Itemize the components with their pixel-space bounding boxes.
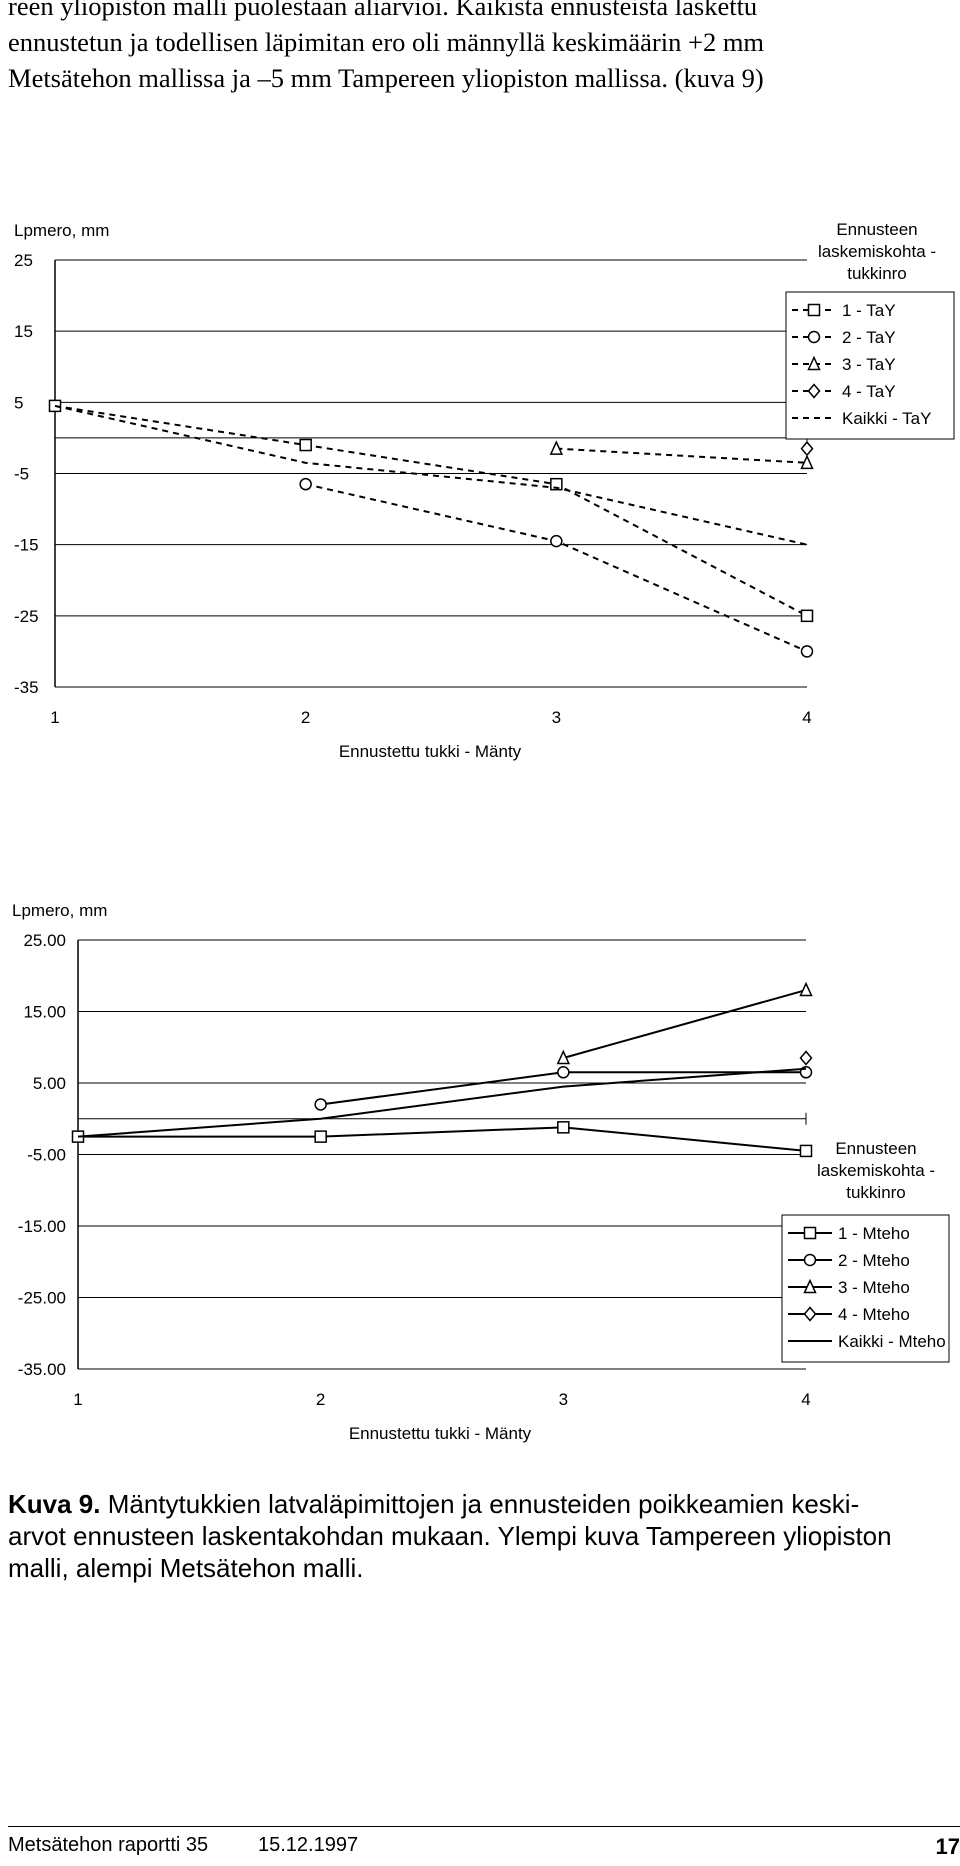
chart-tay-legend-label: 3 - TaY — [842, 355, 896, 374]
chart-tay-legend-marker — [807, 383, 821, 399]
chart-mteho-legend-marker — [803, 1306, 817, 1322]
chart-tay-point-circle — [800, 645, 814, 658]
page-number: 17 — [935, 1834, 960, 1859]
caption-label: Kuva 9. — [8, 1489, 101, 1519]
chart-mteho-ytick-label: 5.00 — [33, 1074, 66, 1093]
body-text: reen yliopiston malli puolestaan aliarvi… — [8, 0, 960, 96]
chart-mteho-legend-marker — [803, 1278, 817, 1294]
chart-tay-legend-title: tukkinro — [847, 264, 907, 283]
chart-tay-legend-label: Kaikki - TaY — [842, 409, 931, 428]
chart-mteho-point-triangle — [556, 1049, 571, 1065]
chart-mteho-point-square — [314, 1130, 327, 1143]
chart-mteho-xlabel: Ennustettu tukki - Mänty — [349, 1424, 532, 1443]
chart-tay-point-triangle — [800, 454, 814, 470]
chart-mteho-legend-label: 4 - Mteho — [838, 1305, 910, 1324]
chart-mteho-series-line-5 — [77, 1067, 807, 1138]
chart-mteho-ytick-label: 15.00 — [23, 1003, 66, 1022]
chart-mteho-ylabel: Lpmero, mm — [12, 901, 107, 920]
chart-tay-point-diamond — [800, 440, 814, 457]
chart-tay-xtick-label: 1 — [50, 708, 59, 727]
chart-tay-point-square — [550, 477, 563, 491]
chart-tay-series-line-5 — [54, 404, 808, 546]
chart-tay-xtick-label: 3 — [552, 708, 561, 727]
chart-tay-xlabel: Ennustettu tukki - Mänty — [339, 742, 522, 761]
chart-tay-series-line-2 — [305, 483, 808, 653]
chart-tay-ytick-label: 15 — [14, 322, 33, 341]
chart-tay-ylabel: Lpmero, mm — [14, 221, 109, 240]
chart-tay-legend-marker — [807, 330, 821, 344]
chart-mteho-ytick-label: -35.00 — [18, 1360, 66, 1379]
chart-tay-xtick-label: 4 — [802, 708, 811, 727]
chart-tay-ytick-label: 25 — [14, 251, 33, 270]
body-line-1: reen yliopiston malli puolestaan aliarvi… — [8, 0, 758, 21]
chart-mteho-point-diamond — [799, 1050, 813, 1066]
chart-mteho-legend-label: 2 - Mteho — [838, 1251, 910, 1270]
chart-mteho-legend-marker — [803, 1253, 817, 1267]
chart-tay-ytick-label: -5 — [14, 465, 29, 484]
chart-tay-series-line-1 — [54, 404, 808, 617]
chart-tay-legend-title: Ennusteen — [836, 220, 917, 239]
chart-tay-ytick-label: -35 — [14, 678, 39, 697]
footer-rule — [8, 1826, 960, 1827]
chart-mteho-legend-marker — [803, 1226, 817, 1240]
chart-mteho: Lpmero, mm 25.00 15.00 5.00 -5.00 -15.00 -25.0… — [12, 901, 950, 1443]
chart-mteho-ytick-label: -15.00 — [18, 1217, 66, 1236]
chart-mteho-legend-label: Kaikki - Mteho — [838, 1332, 946, 1351]
chart-mteho-legend-label: 1 - Mteho — [838, 1224, 910, 1243]
chart-mteho-point-square — [557, 1121, 570, 1134]
footer-report: Metsätehon raportti 35 — [8, 1834, 209, 1856]
chart-mteho-xtick-label: 1 — [73, 1390, 82, 1409]
body-line-3: Metsätehon mallissa ja –5 mm Tampereen y… — [8, 63, 764, 93]
chart-tay-legend-title: laskemiskohta - — [818, 242, 936, 261]
chart-tay-legend-label: 1 - TaY — [842, 301, 896, 320]
chart-tay-point-circle — [550, 534, 563, 548]
chart-tay-point-square — [299, 438, 312, 452]
chart-tay-ytick-label: 5 — [14, 393, 23, 412]
chart-mteho-series-line-1 — [78, 1126, 807, 1152]
chart-mteho-legend-title: Ennusteen — [835, 1139, 916, 1158]
chart-tay-point-square — [800, 609, 814, 623]
chart-mteho-legend-title: laskemiskohta - — [817, 1161, 935, 1180]
chart-mteho-ytick-label: -5.00 — [27, 1146, 66, 1165]
chart-tay-legend-marker — [807, 355, 821, 371]
chart-tay-point-circle — [299, 477, 312, 491]
chart-tay-series-line-3 — [556, 447, 808, 464]
chart-mteho-series-line-3 — [563, 989, 807, 1059]
chart-tay-point-triangle — [549, 440, 564, 455]
chart-mteho-legend-label: 3 - Mteho — [838, 1278, 910, 1297]
caption-line-2: arvot ennusteen laskentakohdan mukaan. Y… — [8, 1521, 892, 1551]
caption-line-1: Mäntytukkien latvaläpimittojen ja ennust… — [100, 1489, 860, 1519]
chart-mteho-xtick-label: 2 — [316, 1390, 325, 1409]
chart-tay-ytick-label: -15 — [14, 536, 39, 555]
chart-tay-legend-marker — [807, 303, 821, 317]
body-line-2: ennustetun ja todellisen läpimitan ero o… — [8, 27, 765, 57]
chart-mteho-point-circle — [314, 1098, 327, 1111]
chart-mteho-legend-title: tukkinro — [846, 1183, 906, 1202]
footer: Metsätehon raportti 35 15.12.1997 17 — [8, 1834, 960, 1864]
chart-tay: Lpmero, mm 25 15 5 -5 -15 -25 -35 1 2 3 4 Ennustettu… — [14, 220, 955, 761]
caption-line-3: malli, alempi Metsätehon malli. — [8, 1553, 364, 1583]
chart-mteho-point-square — [799, 1144, 813, 1158]
chart-mteho-xtick-label: 3 — [559, 1390, 568, 1409]
chart-tay-legend-label: 2 - TaY — [842, 328, 896, 347]
figure-caption: Kuva 9. Mäntytukkien latvaläpimittojen j… — [8, 1488, 960, 1584]
chart-mteho-ytick-label: -25.00 — [18, 1289, 66, 1308]
chart-mteho-point-triangle — [799, 981, 813, 997]
chart-tay-ytick-label: -25 — [14, 607, 39, 626]
chart-mteho-xtick-label: 4 — [801, 1390, 810, 1409]
footer-date: 15.12.1997 — [258, 1834, 359, 1856]
chart-mteho-point-circle — [557, 1066, 570, 1079]
chart-tay-xtick-label: 2 — [301, 708, 310, 727]
chart-mteho-ytick-label: 25.00 — [23, 931, 66, 950]
chart-tay-legend-label: 4 - TaY — [842, 382, 896, 401]
